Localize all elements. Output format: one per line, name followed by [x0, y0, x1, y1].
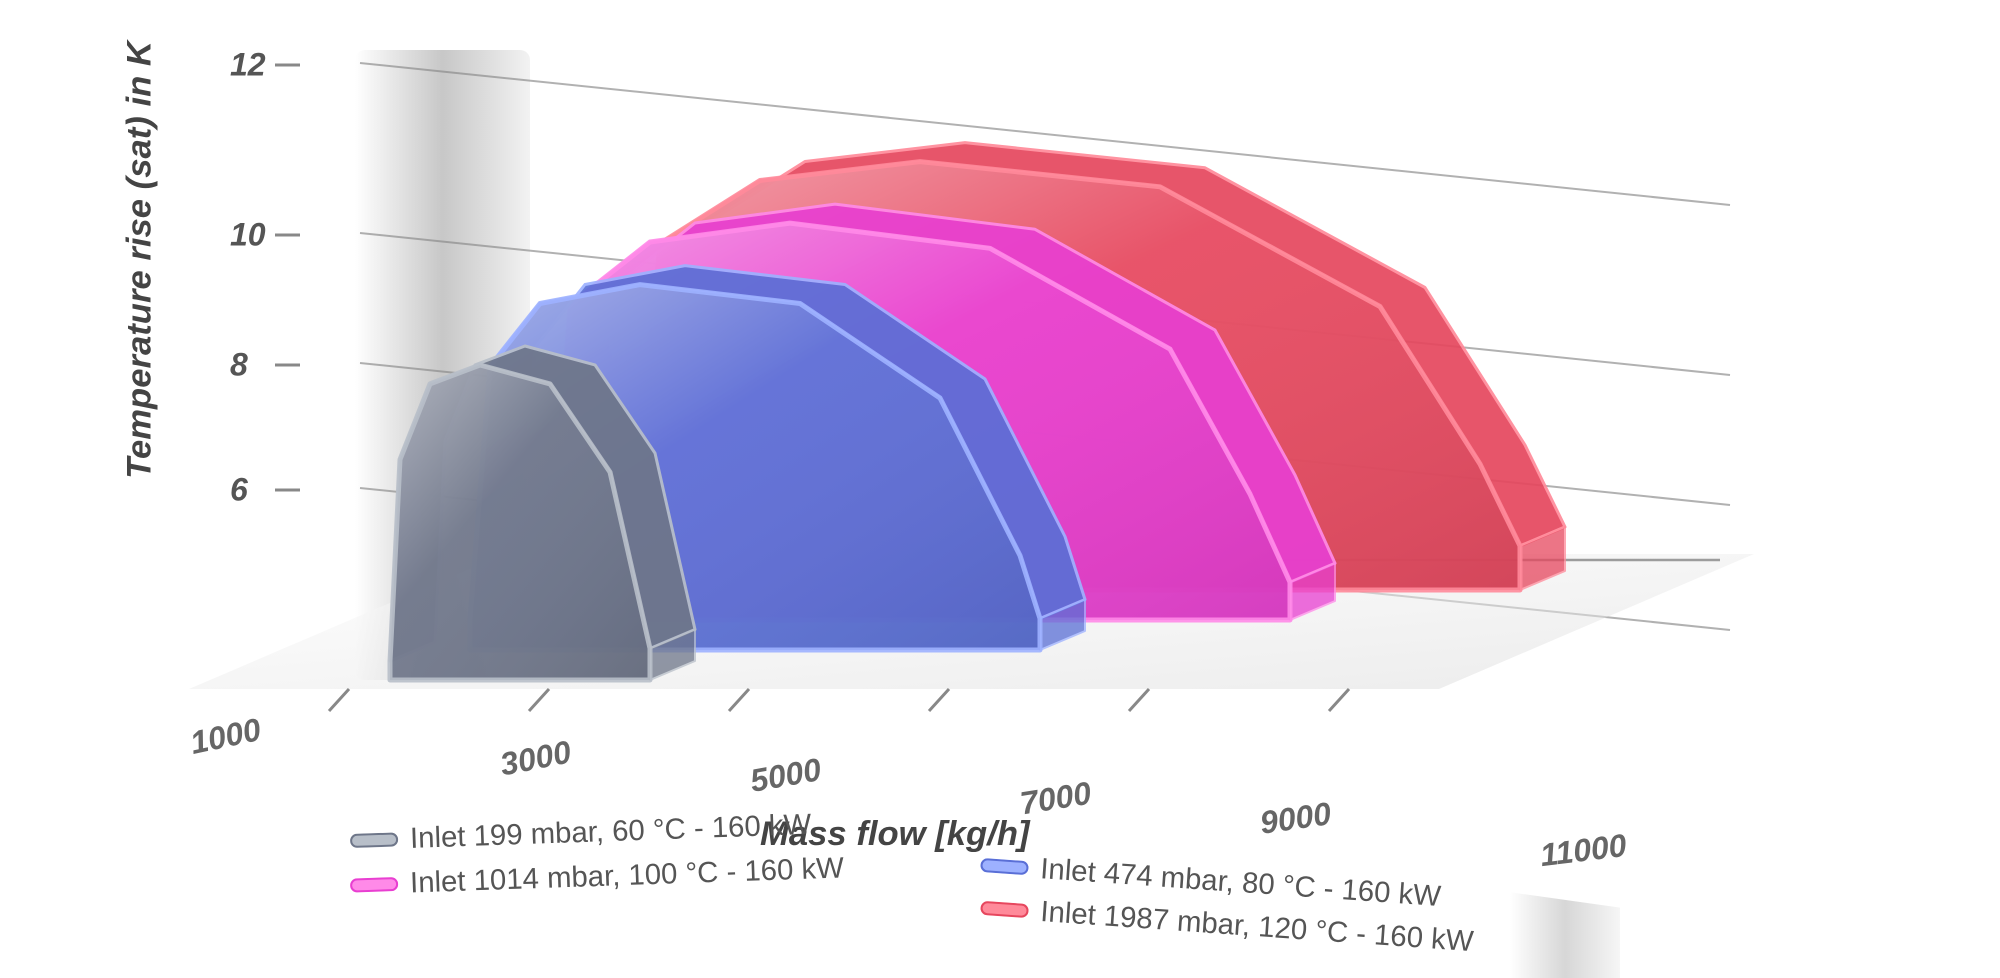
- legend-swatch: [980, 901, 1029, 918]
- legend-swatch: [980, 858, 1029, 875]
- y-tick: 6: [230, 472, 248, 509]
- legend-swatch: [350, 877, 398, 893]
- y-tick: 12: [230, 47, 266, 84]
- y-axis-label: Temperature rise (sat) in K: [121, 41, 160, 479]
- axis-ticks: [329, 689, 1349, 711]
- y-tick: 10: [230, 217, 266, 254]
- y-tick: 8: [230, 347, 248, 384]
- chart-3d-area: Temperature rise (sat) in K Mass flow [k…: [0, 0, 2000, 978]
- legend-swatch: [350, 832, 398, 848]
